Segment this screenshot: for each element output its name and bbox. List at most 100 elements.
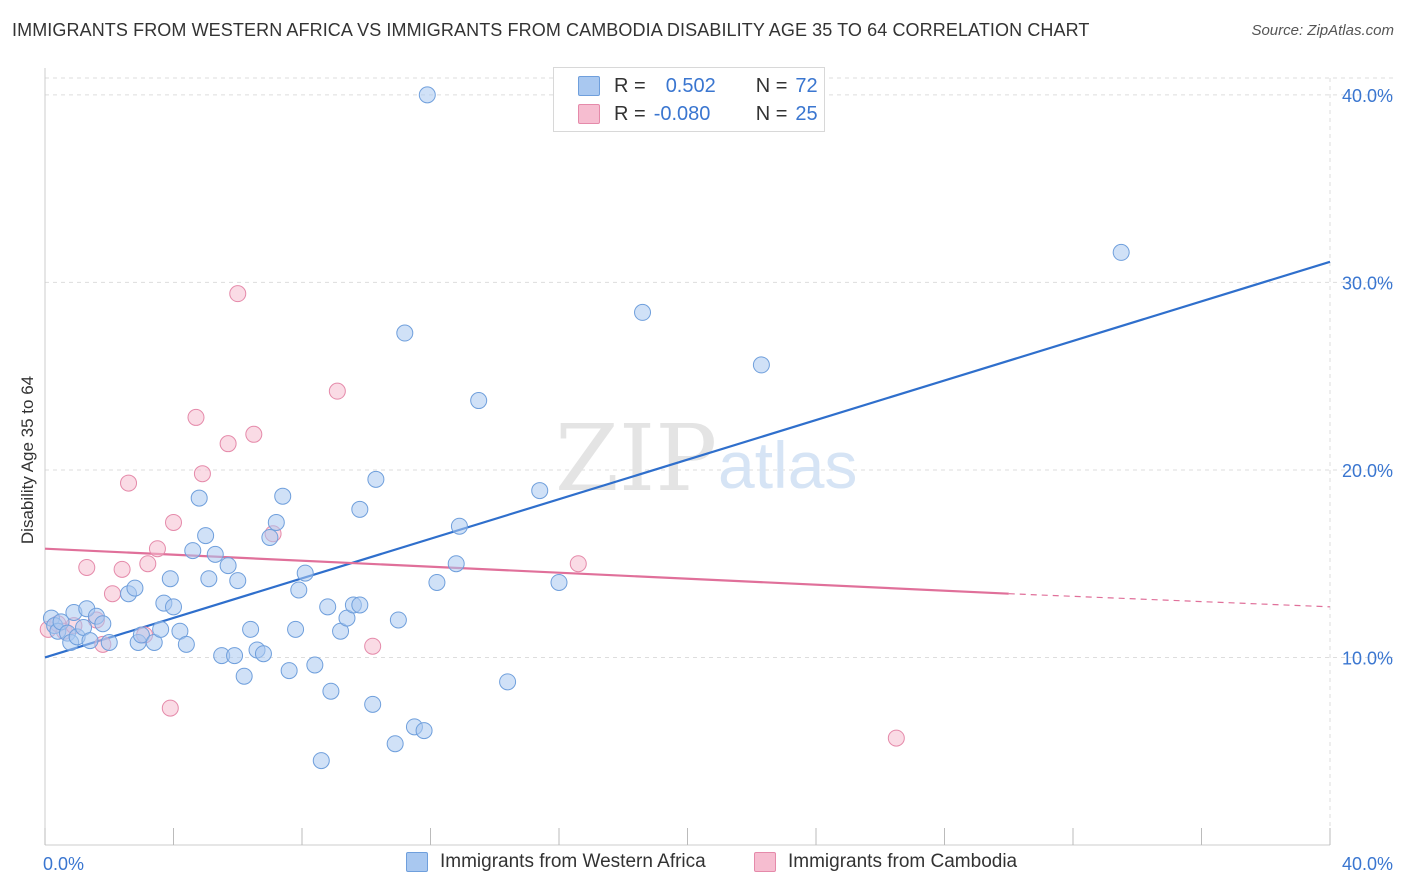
cambodia-point (161, 699, 179, 717)
cambodia-trend-line (44, 547, 1009, 595)
western-africa-point (190, 489, 208, 507)
western-africa-point (274, 487, 292, 505)
cambodia-point (364, 637, 382, 655)
pink-swatch-icon (754, 852, 776, 872)
western-africa-point (94, 615, 112, 633)
data-points (39, 86, 1130, 770)
western-africa-point (351, 500, 369, 518)
blue-swatch-icon (406, 852, 428, 872)
western-africa-point (152, 620, 170, 638)
western-africa-point (219, 557, 237, 575)
western-africa-trend-line (44, 260, 1331, 659)
western-africa-point (470, 392, 488, 410)
legend-label-western-africa: Immigrants from Western Africa (440, 851, 706, 872)
western-africa-point (428, 573, 446, 591)
cambodia-point (245, 425, 263, 443)
pink-swatch-icon (578, 104, 600, 124)
western-africa-point (499, 673, 517, 691)
legend-row-cambodia: R = -0.080 N = 25 (578, 101, 818, 127)
cambodia-point (148, 540, 166, 558)
western-africa-point (364, 695, 382, 713)
western-africa-point (531, 482, 549, 500)
y-tick-label: 20.0% (1342, 461, 1393, 481)
western-africa-point (165, 598, 182, 616)
n-value: 25 (795, 102, 818, 125)
western-africa-point (290, 581, 308, 599)
cambodia-point (219, 435, 237, 453)
western-africa-point (322, 682, 340, 700)
western-africa-point (229, 572, 247, 590)
cambodia-point (113, 560, 131, 578)
cambodia-point (103, 585, 121, 603)
n-label: N = (755, 74, 788, 97)
western-africa-point (254, 645, 272, 663)
tick-labels: 10.0% 20.0% 30.0% 40.0% 0.0% 40.0% (43, 86, 1393, 874)
legend-item-western-africa: Immigrants from Western Africa (406, 851, 706, 873)
y-tick-label: 30.0% (1342, 273, 1393, 293)
cambodia-point (78, 558, 96, 576)
cambodia-point (187, 408, 205, 426)
western-africa-point (261, 528, 279, 546)
western-africa-point (386, 735, 404, 753)
western-africa-point (226, 647, 244, 665)
cambodia-trend-extension (1008, 593, 1331, 608)
western-africa-point (312, 752, 330, 770)
western-africa-point (197, 527, 215, 545)
western-africa-point (450, 517, 468, 535)
western-africa-point (206, 545, 224, 563)
western-africa-point (418, 86, 436, 104)
legend-row-western-africa: R = 0.502 N = 72 (578, 73, 818, 99)
r-label: R = (614, 74, 646, 97)
western-africa-point (184, 542, 202, 560)
western-africa-point (351, 596, 369, 614)
western-africa-point (280, 662, 298, 680)
stats-legend: R = 0.502 N = 72 R = -0.080 N = 25 (553, 67, 825, 132)
cambodia-point (328, 382, 346, 400)
cambodia-point (139, 555, 157, 573)
western-africa-point (389, 611, 407, 629)
source-label: Source: ZipAtlas.com (1251, 22, 1394, 39)
n-label: N = (755, 102, 788, 125)
n-value: 72 (795, 74, 818, 97)
cambodia-point (229, 285, 247, 303)
watermark-atlas: atlas (718, 428, 857, 502)
trend-lines (44, 260, 1331, 659)
r-value: -0.080 (653, 102, 711, 125)
cambodia-point (120, 474, 138, 492)
western-africa-point (752, 356, 770, 374)
blue-swatch-icon (578, 76, 600, 96)
western-africa-point (415, 722, 433, 740)
western-africa-point (235, 667, 253, 685)
western-africa-point (396, 324, 414, 342)
western-africa-point (296, 564, 314, 582)
western-africa-point (242, 620, 260, 638)
legend-item-cambodia: Immigrants from Cambodia (754, 851, 1017, 873)
western-africa-point (267, 513, 285, 531)
legend-label-cambodia: Immigrants from Cambodia (788, 851, 1018, 872)
western-africa-point (287, 620, 305, 638)
r-value: 0.502 (665, 74, 716, 97)
x-tick-label: 0.0% (43, 854, 84, 874)
western-africa-point (550, 573, 568, 591)
r-label: R = (614, 102, 646, 125)
western-africa-point (177, 635, 195, 653)
cambodia-point (165, 513, 182, 531)
western-africa-point (306, 656, 324, 674)
x-tick-label: 40.0% (1342, 854, 1393, 874)
cambodia-point (887, 729, 905, 747)
western-africa-point (367, 470, 385, 488)
western-africa-point (161, 570, 179, 588)
cambodia-point (193, 465, 211, 483)
western-africa-point (319, 598, 337, 616)
series-legend: Immigrants from Western Africa Immigrant… (0, 851, 1406, 879)
western-africa-point (1112, 243, 1130, 261)
western-africa-point (447, 555, 465, 573)
western-africa-point (200, 570, 218, 588)
western-africa-point (126, 579, 144, 597)
axes (44, 68, 1331, 846)
chart-title: IMMIGRANTS FROM WESTERN AFRICA VS IMMIGR… (12, 20, 1090, 40)
western-africa-point (634, 303, 652, 321)
western-africa-point (132, 626, 150, 644)
cambodia-point (569, 555, 587, 573)
